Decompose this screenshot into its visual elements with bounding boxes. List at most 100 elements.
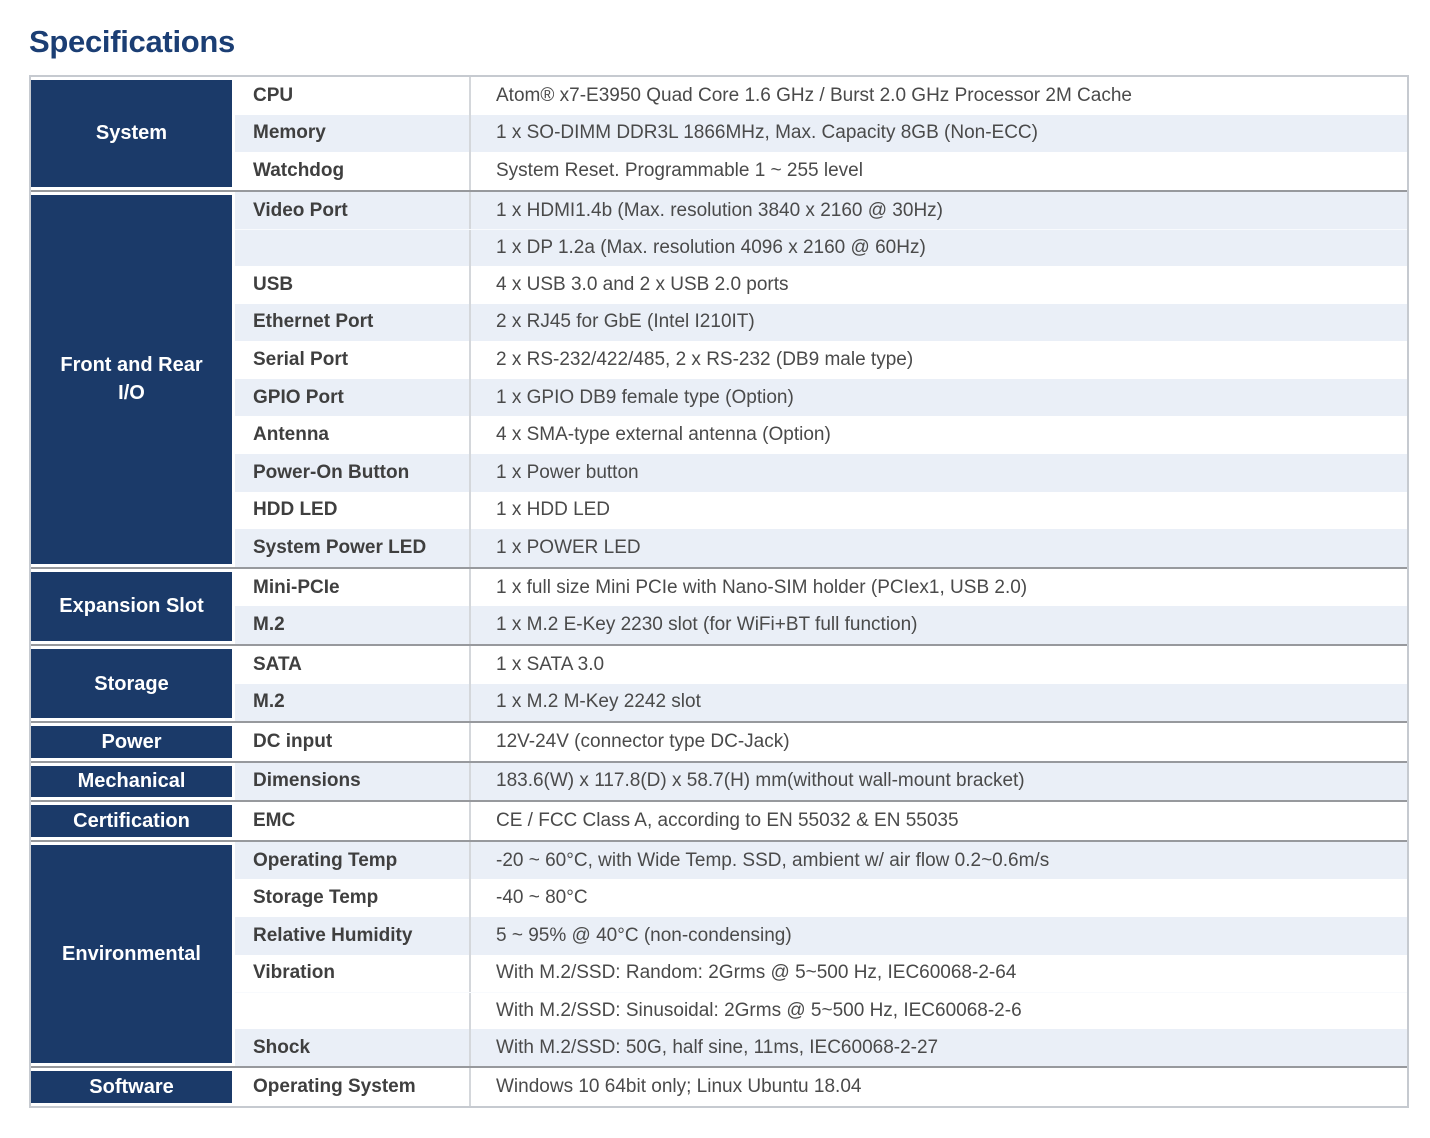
spec-value: 2 x RJ45 for GbE (Intel I210IT) (469, 303, 1407, 342)
category-cell-power: Power (31, 726, 232, 758)
spec-label: M.2 (253, 614, 285, 636)
spec-row-usb: USB 4 x USB 3.0 and 2 x USB 2.0 ports (235, 265, 1407, 304)
spec-row-video-port: Video Port 1 x HDMI1.4b (Max. resolution… (235, 191, 1407, 230)
section-power: Power DC input 12V-24V (connector type D… (31, 721, 1407, 761)
page-title: Specifications (29, 24, 235, 59)
spec-row-cpu: CPU Atom® x7-E3950 Quad Core 1.6 GHz / B… (235, 77, 1407, 115)
spec-row-shock: Shock With M.2/SSD: 50G, half sine, 11ms… (235, 1028, 1407, 1067)
section-rows: Operating System Windows 10 64bit only; … (235, 1068, 1407, 1107)
spec-label: Ethernet Port (253, 311, 374, 333)
spec-label: System Power LED (253, 536, 427, 558)
spec-value: 1 x M.2 E-Key 2230 slot (for WiFi+BT ful… (469, 606, 1407, 644)
spec-label: Power-On Button (253, 461, 410, 483)
spec-label: Vibration (253, 962, 335, 984)
section-rows: Dimensions 183.6(W) x 117.8(D) x 58.7(H)… (235, 762, 1407, 801)
spec-value: 4 x SMA-type external antenna (Option) (469, 416, 1407, 454)
spec-row-dc-input: DC input 12V-24V (connector type DC-Jack… (235, 723, 1407, 761)
spec-value: With M.2/SSD: Sinusoidal: 2Grms @ 5~500 … (469, 993, 1407, 1029)
spec-row-vibration-line2: With M.2/SSD: Sinusoidal: 2Grms @ 5~500 … (235, 992, 1407, 1029)
spec-label: HDD LED (253, 499, 338, 521)
section-rows: SATA 1 x SATA 3.0 M.2 1 x M.2 M-Key 2242… (235, 645, 1407, 722)
spec-value: 4 x USB 3.0 and 2 x USB 2.0 ports (469, 265, 1407, 304)
spec-value: 1 x DP 1.2a (Max. resolution 4096 x 2160… (469, 230, 1407, 266)
category-cell-system: System (31, 80, 232, 187)
section-rows: EMC CE / FCC Class A, according to EN 55… (235, 802, 1407, 840)
category-cell-storage: Storage (31, 648, 232, 719)
section-rows: DC input 12V-24V (connector type DC-Jack… (235, 723, 1407, 761)
category-cell-environmental: Environmental (31, 844, 232, 1064)
spec-row-gpio-port: GPIO Port 1 x GPIO DB9 female type (Opti… (235, 378, 1407, 417)
spec-label: GPIO Port (253, 386, 344, 408)
spec-sheet-page: Specifications System CPU Atom® x7-E3950… (29, 24, 1409, 1109)
spec-label: M.2 (253, 691, 285, 713)
category-cell-expansion-slot: Expansion Slot (31, 571, 232, 641)
spec-value: Atom® x7-E3950 Quad Core 1.6 GHz / Burst… (469, 77, 1407, 115)
category-label-certification: Certification (73, 810, 190, 833)
section-expansion-slot: Expansion Slot Mini-PCIe 1 x full size M… (31, 566, 1407, 644)
spec-value: With M.2/SSD: Random: 2Grms @ 5~500 Hz, … (469, 954, 1407, 993)
spec-label (235, 230, 469, 266)
section-system: System CPU Atom® x7-E3950 Quad Core 1.6 … (31, 77, 1407, 190)
spec-value: 1 x POWER LED (469, 529, 1407, 567)
spec-row-antenna: Antenna 4 x SMA-type external antenna (O… (235, 416, 1407, 454)
spec-value: With M.2/SSD: 50G, half sine, 11ms, IEC6… (469, 1028, 1407, 1067)
spec-row-dimensions: Dimensions 183.6(W) x 117.8(D) x 58.7(H)… (235, 762, 1407, 801)
spec-row-watchdog: Watchdog System Reset. Programmable 1 ~ … (235, 152, 1407, 190)
spec-value: -40 ~ 80°C (469, 879, 1407, 918)
section-rows: Operating Temp -20 ~ 60°C, with Wide Tem… (235, 841, 1407, 1067)
category-cell-front-rear-io: Front and Rear I/O (31, 194, 232, 564)
section-rows: Video Port 1 x HDMI1.4b (Max. resolution… (235, 191, 1407, 567)
spec-row-mini-pcie: Mini-PCIe 1 x full size Mini PCIe with N… (235, 568, 1407, 607)
spec-row-power-on-button: Power-On Button 1 x Power button (235, 453, 1407, 492)
spec-label: Operating System (253, 1076, 416, 1098)
spec-row-serial-port: Serial Port 2 x RS-232/422/485, 2 x RS-2… (235, 341, 1407, 379)
category-label-system: System (95, 122, 168, 145)
spec-value: 1 x HDMI1.4b (Max. resolution 3840 x 216… (469, 191, 1407, 230)
spec-label: Storage Temp (253, 887, 379, 909)
category-label-mechanical: Mechanical (77, 770, 186, 793)
spec-value: 1 x full size Mini PCIe with Nano-SIM ho… (469, 568, 1407, 607)
section-front-rear-io: Front and Rear I/O Video Port 1 x HDMI1.… (31, 189, 1407, 567)
spec-row-ethernet-port: Ethernet Port 2 x RJ45 for GbE (Intel I2… (235, 303, 1407, 342)
category-cell-mechanical: Mechanical (31, 765, 232, 798)
spec-label: Shock (253, 1036, 311, 1058)
spec-row-relative-humidity: Relative Humidity 5 ~ 95% @ 40°C (non-co… (235, 917, 1407, 955)
category-label-software: Software (89, 1076, 174, 1099)
spec-value: 1 x HDD LED (469, 491, 1407, 530)
spec-value: 1 x M.2 M-Key 2242 slot (469, 683, 1407, 722)
spec-label: USB (253, 273, 294, 295)
category-label-expansion-slot: Expansion Slot (59, 595, 204, 618)
specifications-table: System CPU Atom® x7-E3950 Quad Core 1.6 … (29, 75, 1409, 1109)
spec-value: 1 x SO-DIMM DDR3L 1866MHz, Max. Capacity… (469, 114, 1407, 153)
section-storage: Storage SATA 1 x SATA 3.0 M.2 1 x M.2 M-… (31, 643, 1407, 722)
spec-label: Operating Temp (253, 849, 398, 871)
spec-label: DC input (253, 730, 333, 752)
section-mechanical: Mechanical Dimensions 183.6(W) x 117.8(D… (31, 760, 1407, 801)
spec-row-video-port-line2: 1 x DP 1.2a (Max. resolution 4096 x 2160… (235, 229, 1407, 266)
spec-label: Relative Humidity (253, 924, 413, 946)
spec-value: System Reset. Programmable 1 ~ 255 level (469, 152, 1407, 190)
section-rows: Mini-PCIe 1 x full size Mini PCIe with N… (235, 568, 1407, 644)
spec-row-vibration: Vibration With M.2/SSD: Random: 2Grms @ … (235, 954, 1407, 993)
spec-label: EMC (253, 810, 296, 832)
spec-label: Antenna (253, 424, 329, 446)
category-label-power: Power (101, 730, 162, 753)
spec-label: Watchdog (253, 159, 345, 181)
spec-value: -20 ~ 60°C, with Wide Temp. SSD, ambient… (469, 841, 1407, 880)
section-software: Software Operating System Windows 10 64b… (31, 1066, 1407, 1107)
spec-row-memory: Memory 1 x SO-DIMM DDR3L 1866MHz, Max. C… (235, 114, 1407, 153)
spec-row-system-power-led: System Power LED 1 x POWER LED (235, 529, 1407, 567)
spec-row-operating-temp: Operating Temp -20 ~ 60°C, with Wide Tem… (235, 841, 1407, 880)
spec-label (235, 993, 469, 1029)
spec-label: Serial Port (253, 348, 349, 370)
spec-value: Windows 10 64bit only; Linux Ubuntu 18.0… (469, 1068, 1407, 1107)
section-certification: Certification EMC CE / FCC Class A, acco… (31, 800, 1407, 840)
spec-label: Dimensions (253, 770, 361, 792)
spec-row-hdd-led: HDD LED 1 x HDD LED (235, 491, 1407, 530)
section-rows: CPU Atom® x7-E3950 Quad Core 1.6 GHz / B… (235, 77, 1407, 190)
category-cell-software: Software (31, 1071, 232, 1104)
spec-row-m2-ekey: M.2 1 x M.2 E-Key 2230 slot (for WiFi+BT… (235, 606, 1407, 644)
spec-label: Memory (253, 122, 326, 144)
spec-label: SATA (253, 653, 302, 675)
spec-value: 1 x GPIO DB9 female type (Option) (469, 378, 1407, 417)
